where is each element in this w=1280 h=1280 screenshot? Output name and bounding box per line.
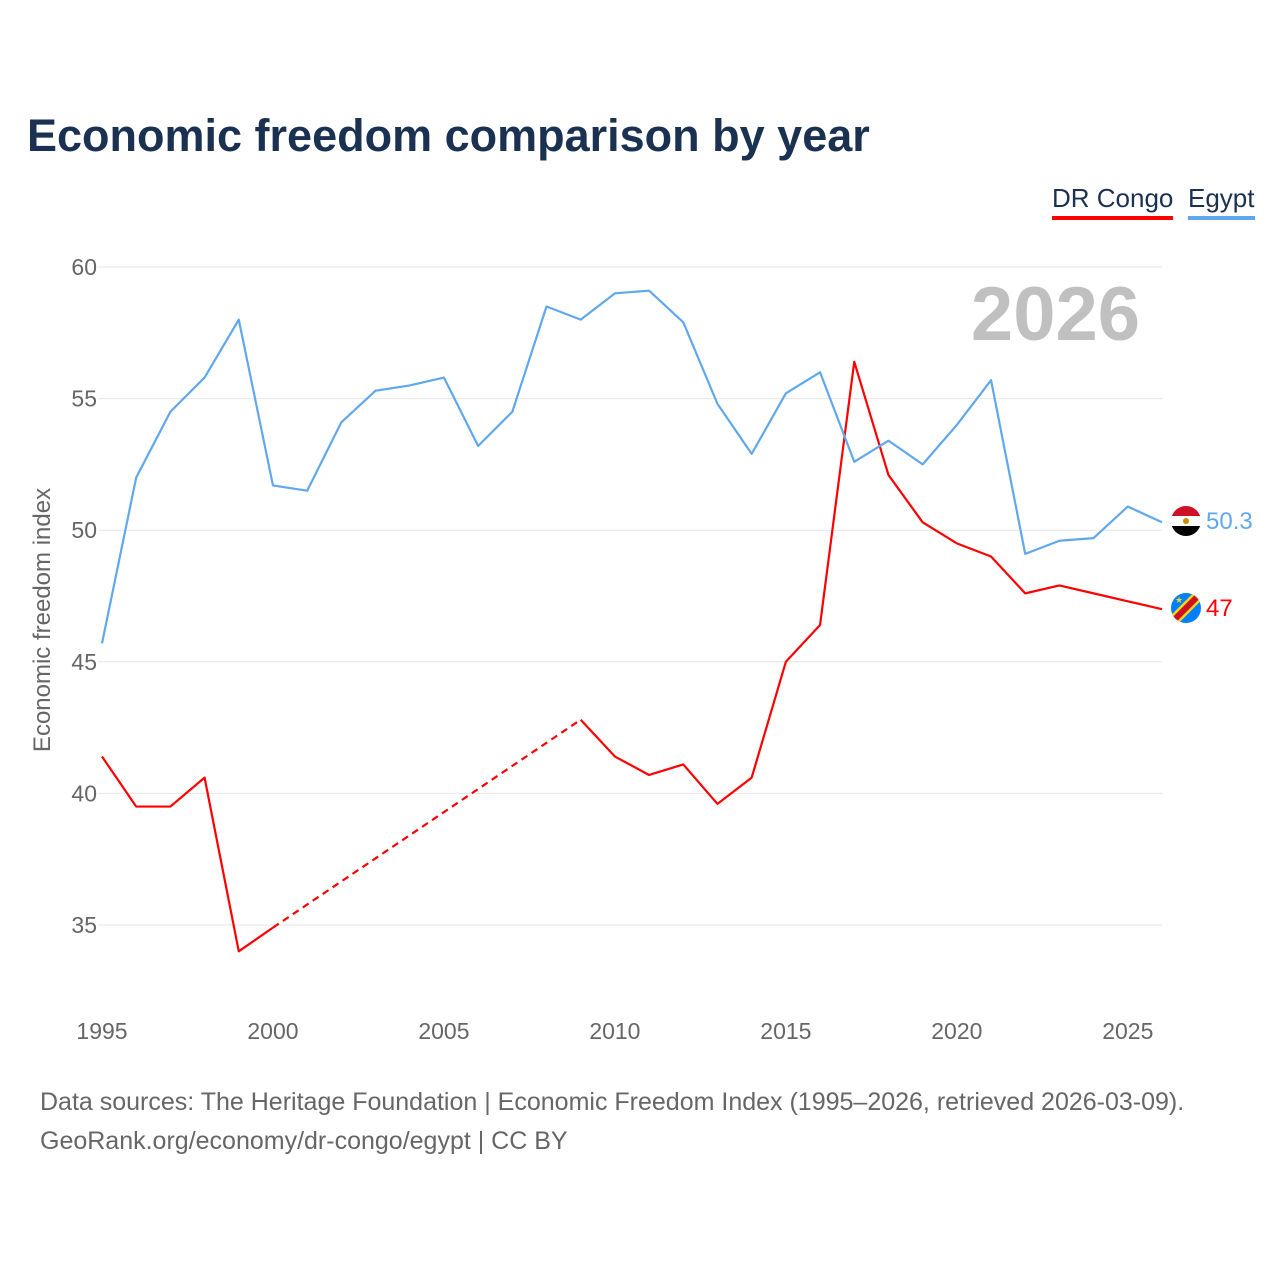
x-tick-label: 2020 — [931, 1018, 982, 1044]
chart-title: Economic freedom comparison by year — [27, 110, 870, 161]
y-axis-label: Economic freedom index — [29, 488, 56, 752]
dr-congo-flag-icon: ★ — [1171, 593, 1201, 623]
x-tick-label: 2000 — [247, 1018, 298, 1044]
x-tick-label: 2025 — [1102, 1018, 1153, 1044]
legend-item-dr-congo[interactable]: DR Congo — [1052, 183, 1174, 220]
dr-congo-end-label: 47 — [1206, 595, 1233, 622]
x-tick-label: 2015 — [760, 1018, 811, 1044]
footer-sources: Data sources: The Heritage Foundation | … — [40, 1088, 1185, 1116]
y-tick-label: 40 — [71, 780, 97, 806]
y-tick-label: 60 — [71, 254, 97, 280]
dr-congo-gap-line — [272, 718, 582, 929]
y-tick-label: 35 — [71, 912, 97, 938]
dr-congo-line — [101, 755, 274, 953]
egypt-flag-icon — [1171, 506, 1201, 536]
x-tick-label: 1995 — [76, 1018, 127, 1044]
footer-link[interactable]: GeoRank.org/economy/dr-congo/egypt | CC … — [40, 1127, 568, 1155]
legend-item-egypt[interactable]: Egypt — [1188, 183, 1255, 220]
y-tick-label: 45 — [71, 649, 97, 675]
svg-text:★: ★ — [1175, 595, 1183, 605]
y-tick-label: 55 — [71, 386, 97, 412]
dr-congo-line — [579, 360, 1163, 806]
x-tick-label: 2010 — [589, 1018, 640, 1044]
egypt-end-label: 50.3 — [1206, 508, 1253, 535]
year-watermark: 2026 — [971, 272, 1140, 357]
y-tick-label: 50 — [71, 517, 97, 543]
egypt-line — [100, 289, 1163, 644]
x-tick-label: 2005 — [418, 1018, 469, 1044]
